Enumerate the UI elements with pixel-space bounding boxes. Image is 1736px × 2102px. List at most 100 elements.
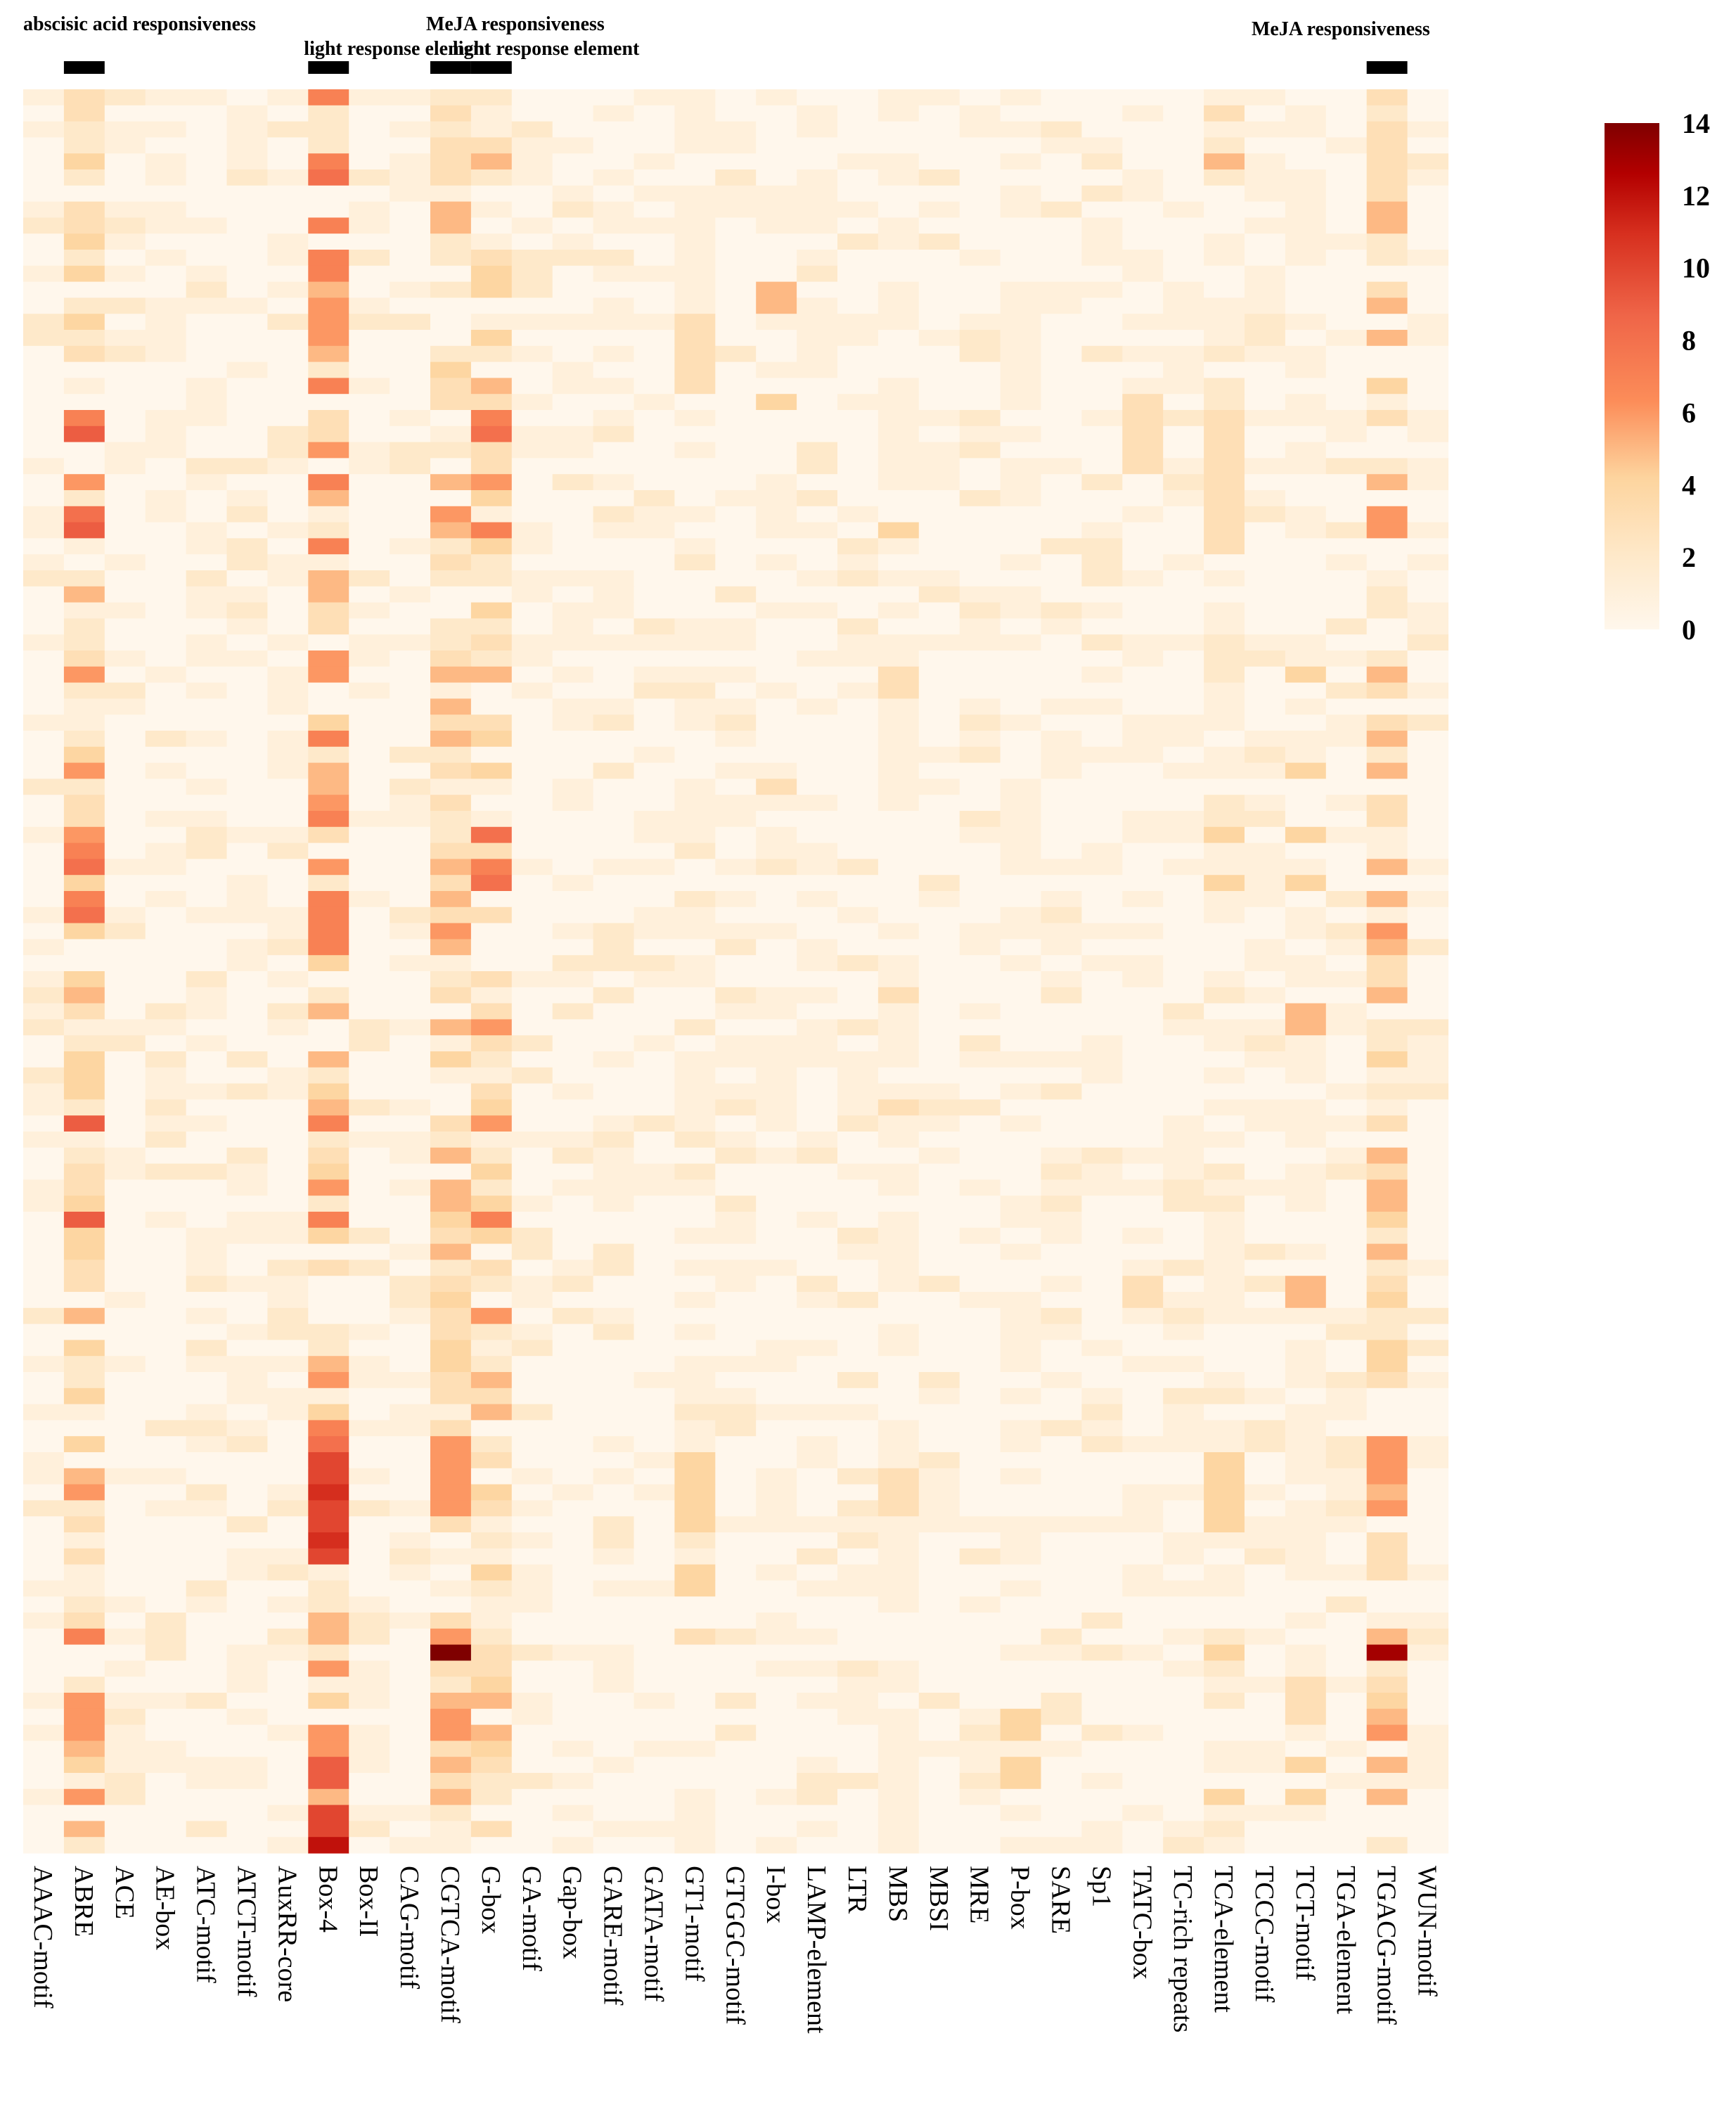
heatmap-cell [837, 1179, 879, 1196]
heatmap-cell [308, 506, 349, 523]
heatmap-cell [959, 1436, 1001, 1453]
x-tick-label: SARE [1046, 1866, 1076, 1934]
heatmap-cell [1245, 121, 1286, 138]
heatmap-cell [674, 570, 716, 587]
heatmap-cell [552, 314, 594, 331]
heatmap-cell [837, 1260, 879, 1276]
heatmap-cell [1407, 1212, 1449, 1229]
heatmap-cell [1366, 778, 1408, 795]
heatmap-cell [715, 1276, 757, 1293]
heatmap-cell [1366, 1163, 1408, 1180]
heatmap-cell [349, 1773, 390, 1790]
heatmap-cell [1122, 217, 1164, 234]
heatmap-cell [145, 891, 187, 908]
heatmap-cell [918, 570, 960, 587]
heatmap-cell [674, 169, 716, 186]
heatmap-cell [63, 1051, 105, 1068]
heatmap-cell [349, 297, 390, 314]
heatmap-cell [1000, 137, 1042, 154]
heatmap-cell [918, 955, 960, 972]
heatmap-cell [959, 1276, 1001, 1293]
heatmap-cell [837, 1821, 879, 1838]
heatmap-cell [23, 538, 65, 555]
heatmap-cell [104, 1051, 146, 1068]
heatmap-cell [1081, 1260, 1123, 1276]
heatmap-cell [1204, 121, 1245, 138]
heatmap-cell [1122, 1292, 1164, 1309]
heatmap-cell [1122, 1532, 1164, 1549]
heatmap-cell [23, 217, 65, 234]
heatmap-cell [1163, 1708, 1204, 1726]
heatmap-cell [1245, 1788, 1286, 1806]
heatmap-cell [186, 314, 228, 331]
heatmap-cell [674, 490, 716, 507]
heatmap-cell [267, 297, 309, 314]
heatmap-cell [593, 522, 635, 539]
heatmap-cell [430, 1292, 472, 1309]
heatmap-cell [674, 1644, 716, 1661]
heatmap-cell [1000, 666, 1042, 684]
heatmap-cell [1285, 1227, 1327, 1245]
heatmap-cell [959, 1532, 1001, 1549]
heatmap-cell [1163, 490, 1204, 507]
heatmap-cell [511, 1677, 553, 1693]
heatmap-cell [63, 875, 105, 892]
heatmap-cell [1122, 682, 1164, 699]
heatmap-cell [23, 778, 65, 795]
heatmap-cell [797, 1741, 838, 1757]
heatmap-cell [267, 425, 309, 443]
heatmap-cell [186, 682, 228, 699]
heatmap-cell [23, 1404, 65, 1421]
heatmap-cell [1204, 250, 1245, 267]
heatmap-cell [1081, 1099, 1123, 1116]
heatmap-cell [1122, 1628, 1164, 1646]
heatmap-cell [877, 1677, 920, 1693]
heatmap-cell [430, 1741, 472, 1757]
heatmap-cell [1122, 602, 1164, 619]
heatmap-cell [837, 778, 879, 795]
heatmap-cell [226, 1757, 268, 1774]
heatmap-cell [63, 826, 105, 844]
heatmap-cell [226, 1260, 268, 1276]
heatmap-cell [1081, 281, 1123, 298]
heatmap-cell [1366, 1805, 1408, 1821]
heatmap-cell [552, 1773, 594, 1790]
heatmap-cell [1245, 1196, 1286, 1212]
heatmap-cell [674, 1132, 716, 1148]
heatmap-cell [634, 233, 675, 250]
heatmap-cell [1081, 1132, 1123, 1148]
heatmap-cell [918, 1003, 960, 1020]
heatmap-cell [837, 1805, 879, 1821]
heatmap-cell [1366, 1708, 1408, 1726]
heatmap-cell [918, 891, 960, 908]
heatmap-cell [470, 1468, 513, 1485]
heatmap-cell [1204, 1773, 1245, 1790]
heatmap-cell [511, 987, 553, 1004]
heatmap-cell [1163, 105, 1204, 122]
heatmap-cell [1407, 1147, 1449, 1165]
heatmap-cell [959, 746, 1001, 764]
heatmap-cell [511, 570, 553, 587]
heatmap-cell [1325, 361, 1368, 378]
heatmap-cell [1285, 1372, 1327, 1389]
heatmap-cell [1081, 1660, 1123, 1677]
heatmap-cell [1122, 1051, 1164, 1068]
heatmap-cell [308, 826, 349, 844]
heatmap-cell [797, 1003, 838, 1020]
heatmap-cell [1081, 1196, 1123, 1212]
heatmap-cell [186, 762, 228, 779]
heatmap-cell [1204, 586, 1245, 603]
heatmap-cell [797, 265, 838, 283]
heatmap-cell [349, 1404, 390, 1421]
heatmap-cell [430, 1757, 472, 1774]
heatmap-cell [511, 474, 553, 491]
heatmap-cell [145, 1243, 187, 1260]
heatmap-cell [1325, 1292, 1368, 1309]
heatmap-cell [959, 1516, 1001, 1533]
heatmap-cell [1041, 1099, 1082, 1116]
heatmap-cell [1000, 490, 1042, 507]
heatmap-cell [674, 121, 716, 138]
heatmap-cell [1204, 746, 1245, 764]
heatmap-cell [1163, 875, 1204, 892]
heatmap-cell [1245, 971, 1286, 988]
